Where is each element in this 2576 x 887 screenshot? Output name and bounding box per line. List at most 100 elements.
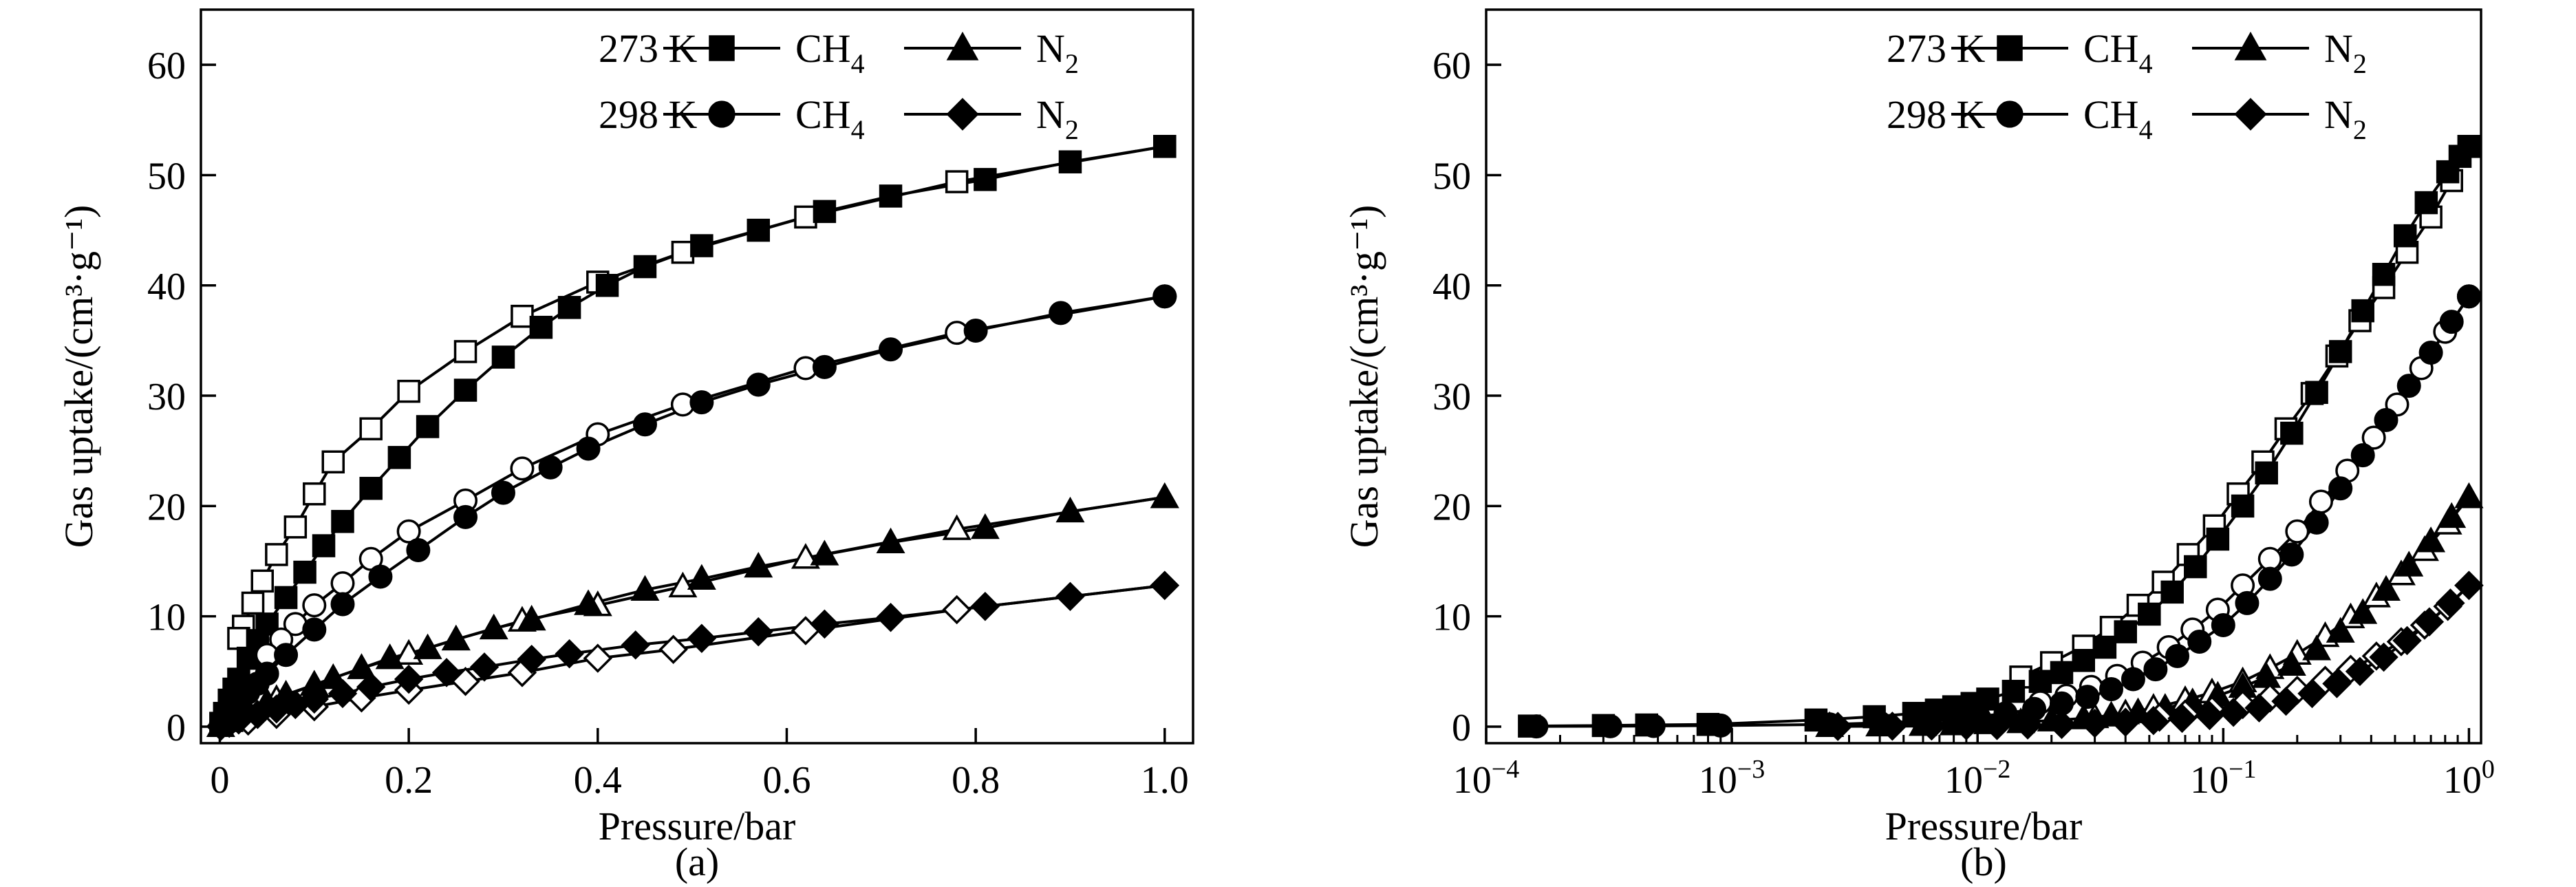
adsorption-point	[1058, 150, 1082, 173]
desorption-point	[302, 593, 327, 618]
adsorption-point	[1153, 135, 1177, 158]
adsorption-point	[517, 644, 546, 674]
desorption-point	[658, 634, 688, 664]
adsorption-point	[2454, 482, 2484, 509]
legend-gas-label: N2	[2324, 26, 2367, 79]
adsorption-point	[689, 390, 714, 415]
desorption-point	[451, 667, 480, 696]
adsorption-point	[2369, 642, 2398, 672]
adsorption-point	[2206, 527, 2230, 551]
adsorption-point	[1878, 712, 1907, 741]
desorption-point	[942, 595, 972, 625]
x-tick-label: 10−4	[1453, 755, 1519, 802]
adsorption-point	[687, 623, 717, 653]
adsorption-point	[302, 617, 327, 642]
series-298-k-ch4	[1524, 284, 2481, 739]
adsorption-point	[2257, 566, 2282, 591]
adsorption-point	[2322, 669, 2352, 698]
desorption-point	[671, 240, 695, 264]
adsorption-point	[744, 551, 773, 578]
desorption-point	[791, 543, 820, 569]
y-tick-label: 20	[147, 486, 186, 528]
adsorption-point	[2392, 626, 2422, 656]
adsorption-point	[2436, 588, 2465, 618]
desorption-point	[321, 450, 345, 473]
desorption-point	[241, 591, 265, 615]
adsorption-point	[2454, 570, 2484, 600]
adsorption-point	[1598, 714, 1622, 738]
adsorption-point	[2114, 620, 2137, 643]
adsorption-point	[2457, 135, 2481, 158]
legend-gas-label: CH4	[795, 92, 865, 145]
legend-gas-label: CH4	[795, 26, 865, 79]
desorption-point	[2308, 489, 2333, 514]
adsorption-point	[1150, 482, 1179, 509]
filled-triangle-icon	[2234, 32, 2267, 61]
adsorption-point	[879, 337, 903, 362]
adsorption-point	[394, 664, 424, 694]
adsorption-point	[2160, 580, 2184, 604]
adsorption-point	[970, 592, 1000, 621]
adsorption-point	[538, 455, 563, 480]
adsorption-point	[2393, 224, 2417, 248]
adsorption-point	[1708, 713, 1733, 738]
adsorption-point	[1055, 496, 1085, 523]
desorption-point	[250, 569, 275, 593]
adsorption-point	[2072, 649, 2096, 672]
desorption-point	[510, 456, 535, 481]
filled-circle-icon	[1996, 100, 2024, 128]
adsorption-point	[331, 510, 354, 533]
adsorption-point	[2396, 374, 2421, 398]
legend-gas-label: CH4	[2083, 92, 2153, 145]
adsorption-point	[2439, 310, 2464, 334]
adsorption-point	[2305, 381, 2328, 404]
adsorption-point	[491, 345, 515, 369]
adsorption-point	[2231, 494, 2255, 518]
adsorption-point	[2099, 676, 2124, 701]
adsorption-point	[1150, 570, 1180, 600]
adsorption-point	[2304, 510, 2329, 535]
y-axis-label: Gas uptake/(cm³·g⁻¹)	[1342, 205, 1386, 548]
adsorption-point	[2436, 160, 2460, 184]
plot-frame	[1485, 8, 2482, 745]
adsorption-point	[2437, 502, 2467, 528]
adsorption-point	[356, 672, 386, 702]
adsorption-point	[453, 378, 477, 402]
adsorption-point	[1641, 714, 1666, 738]
series-298-k-n2	[206, 570, 1180, 741]
adsorption-point	[632, 412, 657, 437]
panel-b: 0 10 20 30 40 50 60 10−4 10−3 10−2 10−1 100 Pressure…	[1342, 8, 2495, 884]
adsorption-point	[274, 643, 299, 667]
adsorption-point	[2326, 617, 2355, 643]
desorption-point	[396, 519, 421, 544]
adsorption-point	[576, 436, 601, 461]
desorption-point	[668, 571, 698, 598]
y-tick-label: 10	[147, 597, 186, 639]
adsorption-point	[2195, 701, 2224, 731]
adsorption-point	[255, 661, 279, 686]
x-tick-label: 100	[2443, 755, 2495, 802]
legend-gas-label: N2	[2324, 92, 2367, 145]
adsorption-point	[347, 653, 376, 679]
desorption-point	[511, 304, 534, 328]
y-axis-label: Gas uptake/(cm³·g⁻¹)	[56, 205, 101, 548]
adsorption-point	[529, 315, 553, 339]
adsorption-point	[813, 200, 837, 224]
adsorption-point	[876, 603, 905, 632]
x-tick-label: 0.4	[574, 759, 622, 802]
adsorption-point	[479, 613, 508, 640]
y-tick-label: 0	[167, 707, 186, 749]
x-axis-label: Pressure/bar	[599, 804, 796, 848]
adsorption-point	[2280, 421, 2304, 445]
desorption-point	[2361, 425, 2386, 450]
adsorption-point	[2456, 284, 2481, 309]
desorption-point	[794, 205, 817, 229]
adsorption-point	[517, 604, 546, 631]
adsorption-point	[299, 684, 330, 714]
x-tick-label: 10−3	[1699, 755, 1765, 802]
adsorption-point	[810, 539, 839, 566]
filled-diamond-icon	[2234, 98, 2267, 131]
y-tick-label: 10	[1432, 597, 1471, 639]
